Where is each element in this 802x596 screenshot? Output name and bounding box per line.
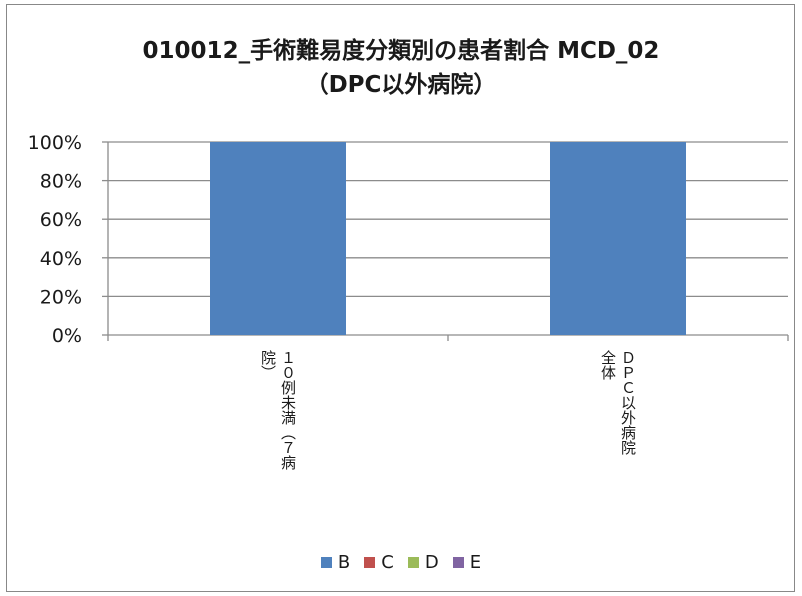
y-tick-label: 100% xyxy=(28,132,82,154)
y-tick-label: 80% xyxy=(40,171,82,193)
y-tick-label: 40% xyxy=(40,248,82,270)
chart-subtitle-line: （DPC以外病院） xyxy=(305,72,497,98)
legend-swatch xyxy=(407,557,419,568)
y-tick-label: 60% xyxy=(40,209,82,231)
legend-swatch xyxy=(320,557,332,568)
y-tick-label: 20% xyxy=(40,286,82,308)
legend-item: B xyxy=(320,552,351,573)
legend-label: C xyxy=(381,552,394,573)
legend-label: E xyxy=(469,552,482,573)
bar xyxy=(550,142,686,335)
legend-item: E xyxy=(452,552,482,573)
y-tick-label: 0% xyxy=(52,325,82,347)
legend: B C D E xyxy=(0,552,802,573)
x-tick-label: １０例未満（７病 院） xyxy=(259,350,297,470)
bar xyxy=(210,142,346,335)
chart-title: 010012_手術難易度分類別の患者割合 MCD_02 （DPC以外病院） xyxy=(0,34,802,102)
legend-item: C xyxy=(364,552,394,573)
x-tick-label: ＤＰＣ以外病院 全体 xyxy=(599,350,637,455)
legend-label: B xyxy=(337,552,351,573)
legend-item: D xyxy=(407,552,439,573)
legend-swatch xyxy=(364,557,376,568)
legend-label: D xyxy=(424,552,439,573)
chart-title-line: 010012_手術難易度分類別の患者割合 MCD_02 xyxy=(142,38,660,64)
legend-swatch xyxy=(452,557,464,568)
